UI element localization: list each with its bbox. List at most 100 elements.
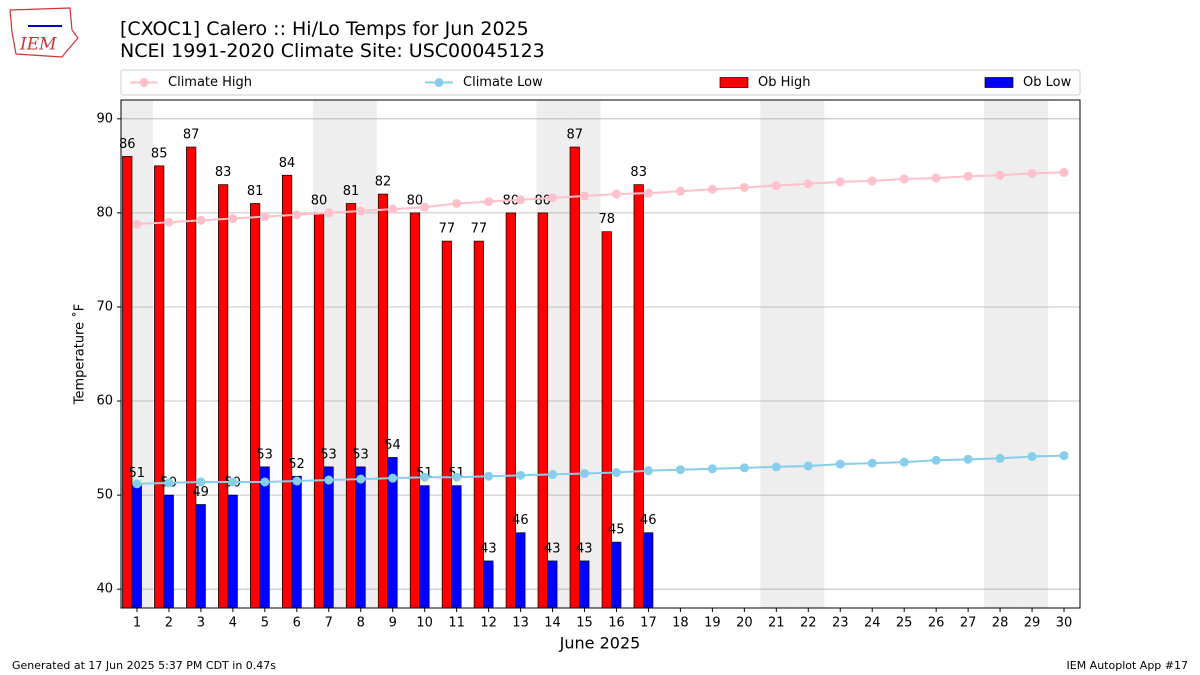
bar bbox=[186, 146, 197, 609]
bar bbox=[643, 532, 654, 609]
marker bbox=[196, 215, 206, 225]
x-tick-label: 20 bbox=[736, 616, 753, 631]
marker bbox=[164, 217, 174, 227]
bar bbox=[483, 560, 494, 609]
legend-label: Ob Low bbox=[1023, 75, 1072, 90]
marker bbox=[324, 475, 334, 485]
marker bbox=[420, 202, 430, 212]
marker bbox=[1027, 452, 1037, 462]
marker bbox=[611, 189, 621, 199]
plot-frame bbox=[120, 99, 1081, 609]
logo-outline bbox=[9, 7, 79, 58]
legend-marker bbox=[434, 78, 444, 87]
x-tick-label: 8 bbox=[357, 616, 365, 631]
marker bbox=[132, 219, 142, 229]
bar bbox=[345, 203, 357, 609]
bar bbox=[195, 504, 206, 609]
x-tick-label: 25 bbox=[896, 616, 913, 631]
x-tick-label: 22 bbox=[800, 616, 817, 631]
marker bbox=[1059, 167, 1069, 177]
bar bbox=[601, 231, 612, 609]
footer-right: IEM Autoplot App #17 bbox=[1067, 659, 1189, 672]
legend-label: Ob High bbox=[758, 75, 811, 90]
bar bbox=[377, 193, 389, 609]
bar bbox=[355, 466, 366, 609]
legend-box bbox=[120, 69, 1081, 96]
data-label: 43 bbox=[576, 541, 593, 556]
line bbox=[136, 454, 1065, 485]
footer-left: Generated at 17 Jun 2025 5:37 PM CDT in … bbox=[12, 659, 276, 672]
data-label: 80 bbox=[311, 193, 328, 208]
data-label: 43 bbox=[544, 541, 561, 556]
shade bbox=[760, 100, 793, 608]
line bbox=[136, 171, 1065, 226]
legend-marker bbox=[139, 78, 149, 87]
bar bbox=[547, 560, 558, 609]
marker bbox=[771, 462, 781, 472]
x-tick-label: 3 bbox=[197, 616, 205, 631]
bar bbox=[505, 212, 516, 609]
data-label: 77 bbox=[439, 222, 456, 237]
y-tick-label: 50 bbox=[96, 488, 113, 503]
marker bbox=[707, 464, 717, 474]
data-label: 53 bbox=[320, 447, 337, 462]
bar bbox=[281, 174, 293, 609]
data-label: 46 bbox=[512, 513, 529, 528]
marker bbox=[260, 477, 270, 487]
marker bbox=[548, 193, 558, 203]
marker bbox=[835, 459, 845, 469]
data-label: 83 bbox=[630, 165, 647, 180]
bar bbox=[579, 560, 590, 609]
legend-label: Climate High bbox=[168, 75, 252, 90]
marker bbox=[452, 472, 462, 482]
legend-swatch bbox=[719, 77, 749, 88]
marker bbox=[228, 214, 238, 224]
bar bbox=[131, 485, 142, 609]
marker bbox=[580, 191, 590, 201]
data-label: 86 bbox=[119, 137, 136, 152]
legend-swatch bbox=[984, 77, 1014, 88]
bar bbox=[441, 240, 452, 609]
marker bbox=[739, 182, 749, 192]
data-label: 51 bbox=[128, 466, 145, 481]
marker bbox=[899, 457, 909, 467]
marker bbox=[228, 477, 238, 487]
x-tick-label: 16 bbox=[608, 616, 625, 631]
marker bbox=[963, 454, 973, 464]
data-label: 87 bbox=[183, 128, 200, 143]
x-tick-label: 21 bbox=[768, 616, 785, 631]
bar bbox=[154, 165, 165, 609]
x-tick-label: 9 bbox=[389, 616, 397, 631]
marker bbox=[643, 466, 653, 476]
data-label: 77 bbox=[471, 222, 488, 237]
marker bbox=[356, 474, 366, 484]
data-label: 87 bbox=[566, 128, 583, 143]
x-axis-label: June 2025 bbox=[559, 634, 641, 653]
data-label: 46 bbox=[640, 513, 657, 528]
x-tick-label: 17 bbox=[640, 616, 657, 631]
x-tick-label: 15 bbox=[576, 616, 593, 631]
data-label: 49 bbox=[192, 485, 209, 500]
data-label: 80 bbox=[407, 193, 424, 208]
x-tick-label: 18 bbox=[672, 616, 689, 631]
data-label: 85 bbox=[151, 146, 168, 161]
marker bbox=[260, 212, 270, 222]
logo-text: IEM bbox=[19, 35, 57, 55]
marker bbox=[516, 470, 526, 480]
marker bbox=[548, 469, 558, 479]
marker bbox=[963, 171, 973, 181]
marker bbox=[931, 173, 941, 183]
shade bbox=[984, 100, 1017, 608]
bar bbox=[163, 494, 174, 609]
bar bbox=[259, 466, 270, 609]
marker bbox=[707, 184, 717, 194]
x-tick-label: 27 bbox=[960, 616, 977, 631]
x-tick-label: 4 bbox=[229, 616, 237, 631]
marker bbox=[1027, 168, 1037, 178]
data-label: 81 bbox=[247, 184, 264, 199]
bar bbox=[569, 146, 580, 609]
x-tick-label: 6 bbox=[293, 616, 301, 631]
bar bbox=[313, 212, 325, 609]
marker bbox=[739, 463, 749, 473]
